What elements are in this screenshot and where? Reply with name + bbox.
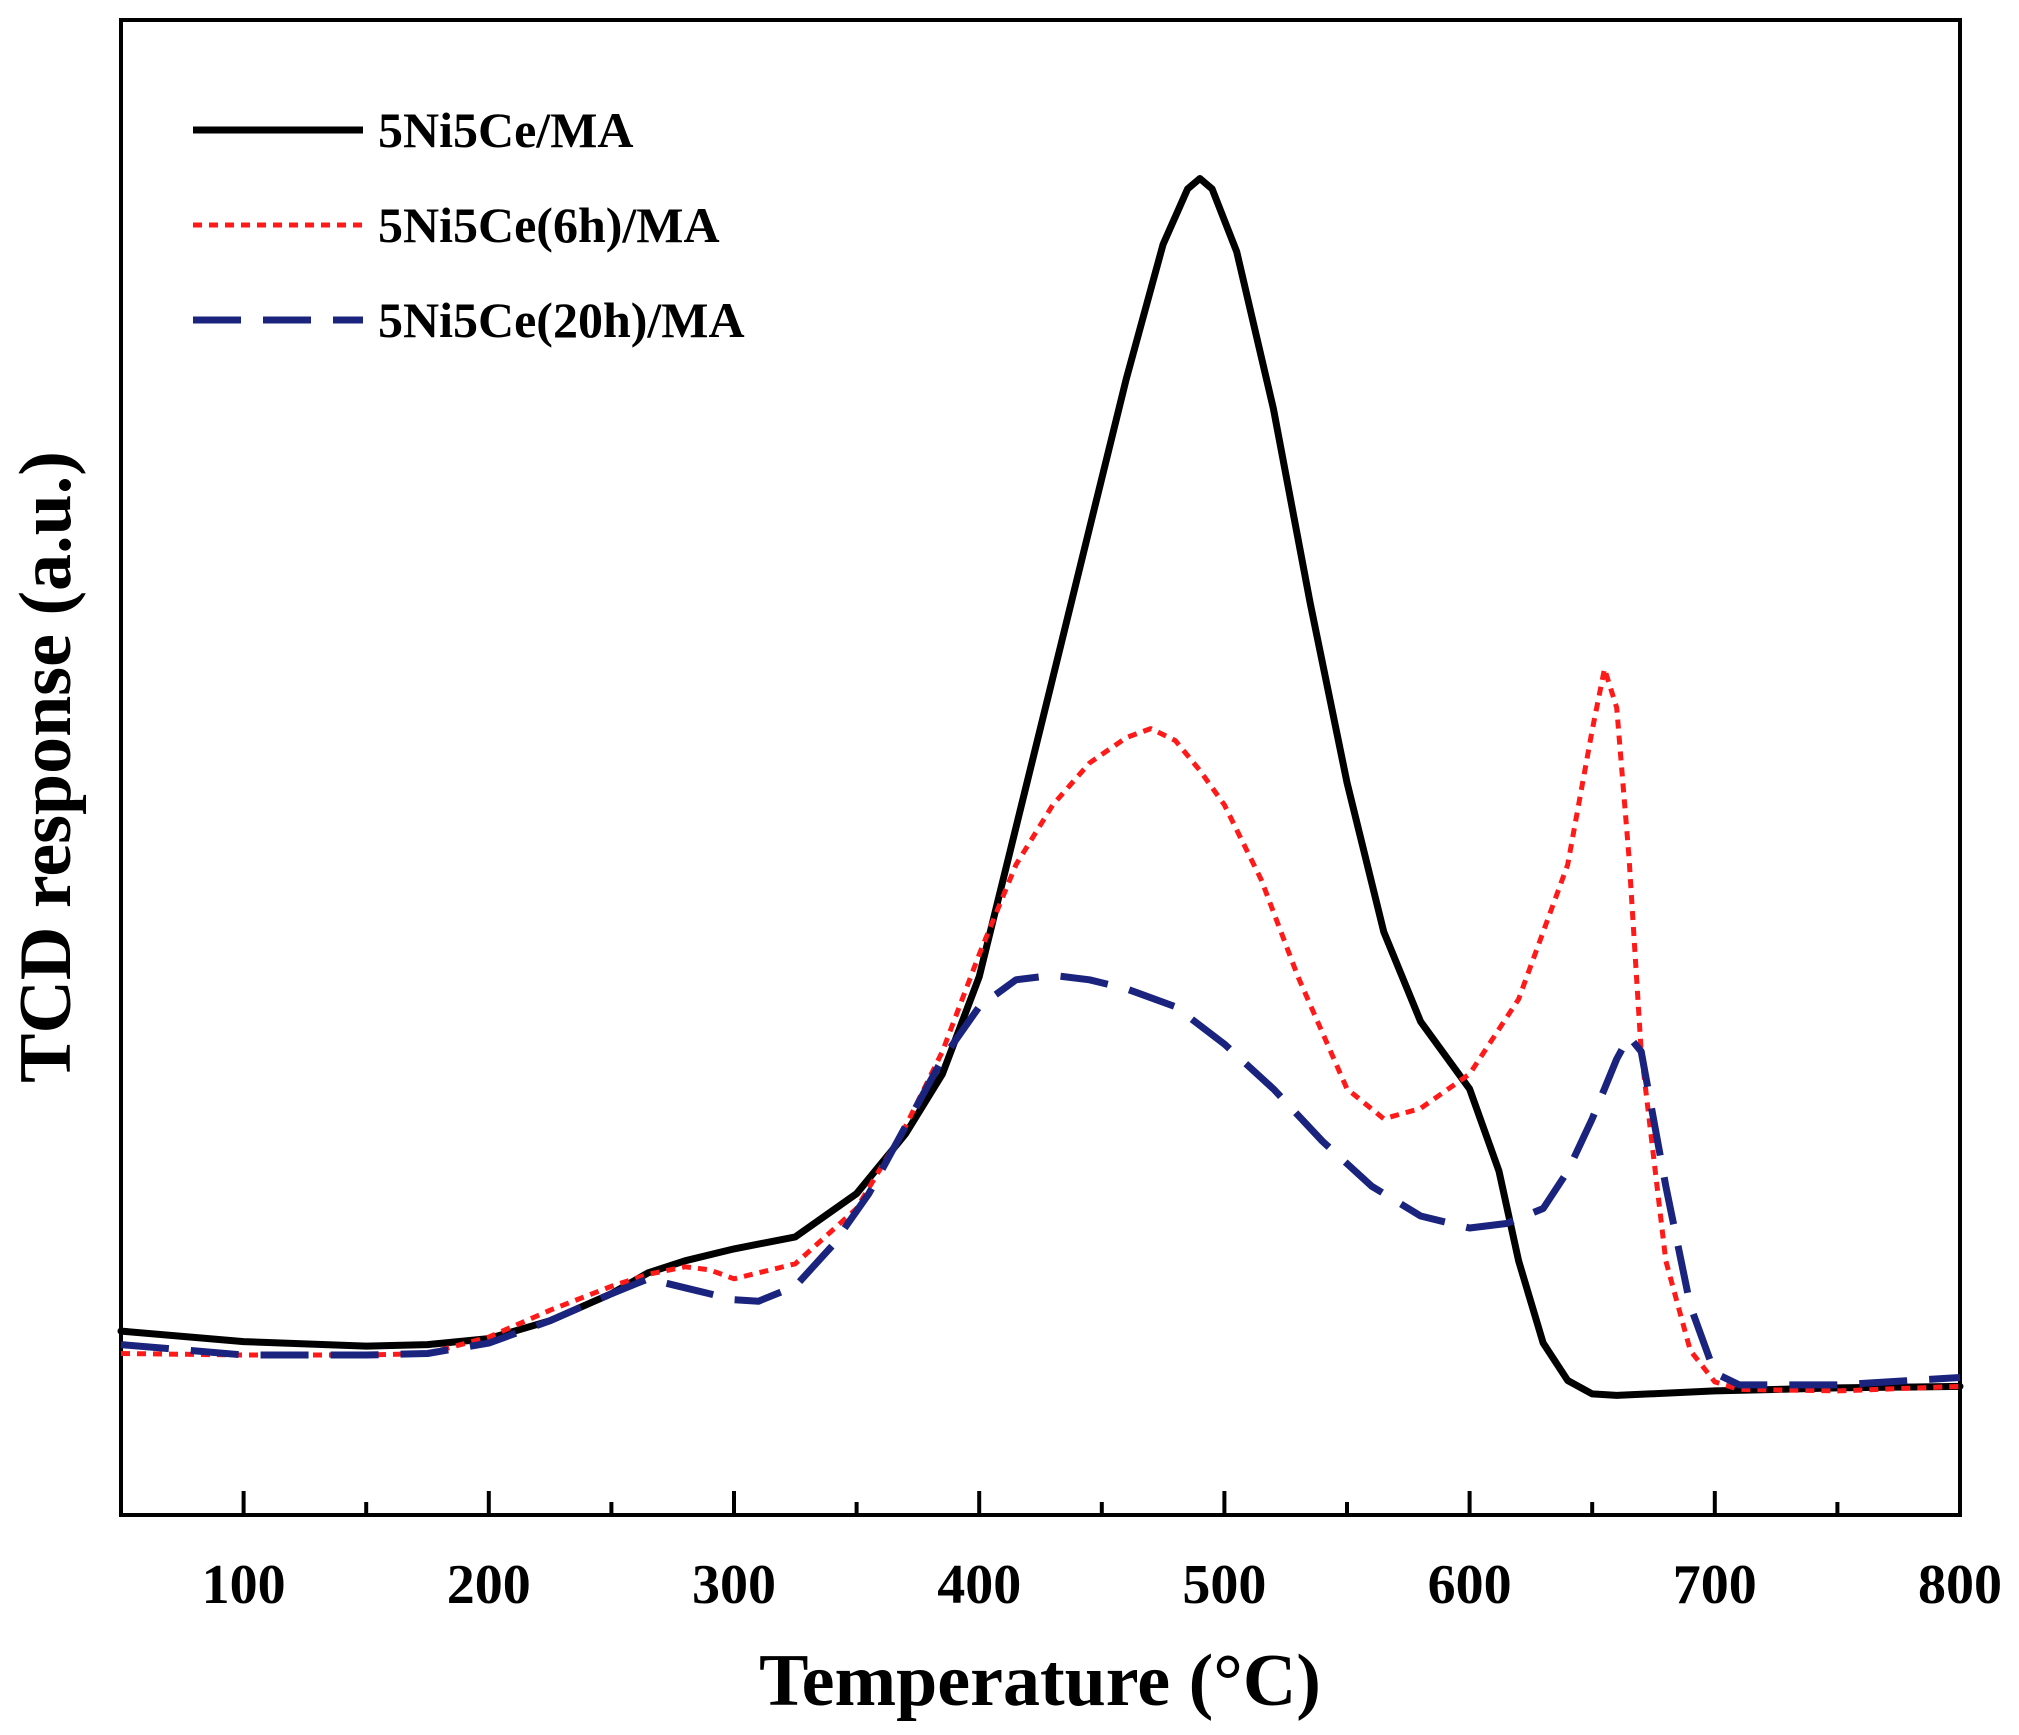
x-axis-label: Temperature (°C): [759, 1640, 1321, 1722]
series-line-5Ni5Ce(6h)/MA: [120, 666, 1961, 1394]
x-tick-label: 800: [1918, 1554, 2002, 1616]
legend-label: 5Ni5Ce/MA: [378, 102, 634, 158]
x-tick-label: 200: [447, 1554, 531, 1616]
legend: 5Ni5Ce/MA 5Ni5Ce(6h)/MA 5Ni5Ce(20h)/MA: [193, 102, 745, 348]
y-axis-label: TCD response (a.u.): [5, 451, 87, 1083]
x-tick-label: 700: [1673, 1554, 1757, 1616]
x-tick-label: 100: [202, 1554, 286, 1616]
x-axis-ticks: [119, 1491, 1962, 1515]
x-tick-label: 300: [692, 1554, 776, 1616]
series-line-5Ni5Ce/MA: [117, 175, 1964, 1399]
x-tick-label: 400: [937, 1554, 1021, 1616]
x-tick-label: 500: [1182, 1554, 1266, 1616]
legend-label: 5Ni5Ce(20h)/MA: [378, 292, 745, 348]
series-layer: [117, 175, 1964, 1399]
x-tick-label: 600: [1428, 1554, 1512, 1616]
series-line-5Ni5Ce(20h)/MA: [120, 971, 1961, 1389]
plot-frame: [119, 18, 1962, 1517]
x-axis-tick-labels: 100 200 300 400 500 600 700 800: [202, 1554, 2002, 1616]
legend-label: 5Ni5Ce(6h)/MA: [378, 197, 720, 253]
